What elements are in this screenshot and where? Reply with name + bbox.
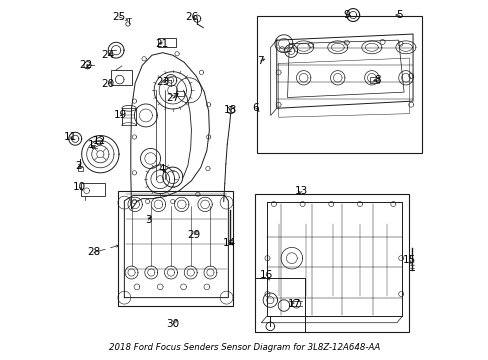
Bar	[255, 194, 408, 332]
Text: 29: 29	[187, 230, 201, 239]
Text: 24: 24	[102, 50, 115, 60]
Bar	[176, 91, 183, 96]
Text: 22: 22	[79, 60, 92, 70]
Bar	[111, 70, 132, 85]
Text: 6: 6	[252, 103, 259, 113]
Bar	[257, 16, 421, 153]
Text: 5: 5	[395, 10, 402, 20]
Text: 28: 28	[87, 247, 101, 257]
Text: 2018 Ford Focus Senders Sensor Diagram for 3L8Z-12A648-AA: 2018 Ford Focus Senders Sensor Diagram f…	[109, 343, 379, 352]
Bar	[81, 183, 104, 196]
Text: 30: 30	[166, 319, 179, 329]
Text: 16: 16	[260, 270, 273, 280]
Text: 15: 15	[402, 255, 415, 265]
Text: 9: 9	[343, 10, 349, 20]
Text: 3: 3	[145, 215, 151, 225]
Text: 17: 17	[287, 299, 300, 309]
Text: 4: 4	[158, 164, 164, 174]
Text: 11: 11	[63, 132, 77, 142]
Text: 10: 10	[73, 182, 86, 192]
Text: 21: 21	[155, 39, 168, 49]
Text: 2: 2	[75, 161, 82, 171]
Bar	[118, 192, 233, 306]
Text: 20: 20	[102, 79, 115, 89]
Text: 18: 18	[224, 105, 237, 115]
Text: 25: 25	[112, 12, 125, 22]
Text: 23: 23	[156, 77, 169, 87]
Bar	[369, 77, 378, 83]
Text: 1: 1	[87, 140, 94, 150]
Text: 7: 7	[257, 56, 264, 66]
Bar	[158, 38, 175, 46]
Text: 12: 12	[92, 136, 106, 146]
Text: 27: 27	[166, 93, 179, 103]
Text: 14: 14	[223, 238, 236, 248]
Bar	[78, 167, 82, 171]
Text: 19: 19	[114, 110, 127, 120]
Text: 26: 26	[185, 12, 198, 22]
Text: 13: 13	[295, 186, 308, 197]
Bar	[255, 278, 304, 332]
Text: 8: 8	[373, 75, 380, 85]
